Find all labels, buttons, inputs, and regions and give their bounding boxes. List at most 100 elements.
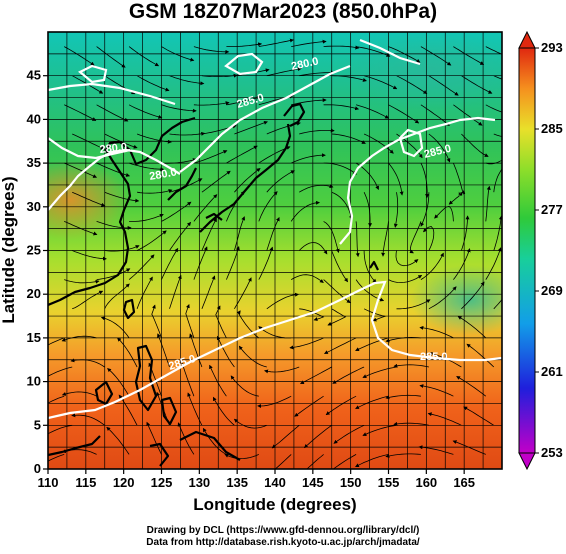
figure-title: GSM 18Z07Mar2023 (850.0hPa) bbox=[128, 0, 438, 23]
streamline bbox=[385, 453, 421, 458]
streamline bbox=[226, 95, 262, 106]
contour-label: 280.0 bbox=[290, 55, 319, 72]
streamline bbox=[161, 104, 197, 113]
streamline bbox=[331, 191, 353, 220]
y-tick-label: 25 bbox=[27, 243, 41, 258]
streamline bbox=[461, 215, 470, 251]
x-tick-label: 115 bbox=[75, 475, 96, 490]
contour-label: 280.0 bbox=[99, 141, 128, 156]
credits-line-1: Drawing by DCL (https://www.gfd-dennou.o… bbox=[146, 525, 420, 536]
streamline bbox=[485, 159, 502, 165]
streamline bbox=[169, 131, 206, 136]
streamline bbox=[161, 46, 195, 62]
streamline bbox=[258, 38, 294, 47]
streamline bbox=[393, 363, 429, 368]
streamline bbox=[72, 250, 107, 261]
colorbar-top-arrow bbox=[518, 30, 536, 49]
streamline bbox=[266, 292, 300, 310]
streamline bbox=[104, 191, 140, 203]
contour-label: 280.0 bbox=[148, 166, 177, 183]
wind-streamlines bbox=[48, 38, 502, 469]
streamline bbox=[323, 104, 360, 111]
streamline bbox=[201, 275, 216, 309]
streamline bbox=[202, 427, 227, 455]
streamline bbox=[151, 304, 162, 339]
y-axis-ticks: 0 5 10 15 20 25 30 35 40 45 bbox=[27, 68, 48, 476]
streamline bbox=[161, 247, 179, 280]
streamline bbox=[304, 424, 332, 449]
contour-lines bbox=[48, 38, 502, 420]
streamline bbox=[388, 162, 404, 196]
streamline bbox=[485, 185, 491, 222]
colorbar-tick-label: 293 bbox=[541, 40, 563, 55]
streamline bbox=[209, 364, 227, 397]
streamline bbox=[355, 337, 389, 351]
streamline bbox=[299, 308, 325, 321]
streamline bbox=[215, 305, 227, 339]
streamline bbox=[362, 366, 397, 378]
streamline bbox=[332, 366, 365, 384]
streamline bbox=[118, 394, 138, 426]
streamline bbox=[323, 45, 360, 50]
streamline bbox=[128, 46, 160, 67]
streamline bbox=[419, 325, 454, 339]
streamline bbox=[291, 98, 327, 106]
streamline bbox=[128, 162, 165, 172]
streamline bbox=[181, 362, 195, 397]
streamline bbox=[96, 221, 132, 230]
streamline bbox=[100, 316, 130, 339]
streamline bbox=[129, 213, 164, 222]
streamline bbox=[61, 391, 97, 397]
streamline bbox=[420, 104, 450, 127]
streamline bbox=[48, 454, 65, 462]
streamline bbox=[212, 396, 235, 426]
y-tick-label: 20 bbox=[27, 286, 41, 301]
x-tick-label: 120 bbox=[113, 475, 135, 490]
streamline bbox=[396, 299, 431, 310]
streamline bbox=[327, 308, 347, 326]
streamline bbox=[452, 440, 486, 455]
streamline bbox=[48, 424, 73, 435]
streamline bbox=[266, 216, 280, 251]
y-tick-label: 40 bbox=[27, 111, 41, 126]
streamline bbox=[299, 70, 335, 77]
streamline bbox=[226, 145, 258, 164]
colorbar-bottom-arrow bbox=[518, 452, 536, 471]
streamline bbox=[169, 221, 192, 251]
streamline bbox=[258, 191, 278, 222]
credits: Drawing by DCL (https://www.gfd-dennou.o… bbox=[0, 525, 566, 549]
streamline bbox=[48, 366, 73, 377]
x-axis-ticks: 110 115 120 125 130 135 140 145 150 155 160 165 bbox=[38, 469, 475, 490]
streamline bbox=[395, 250, 419, 267]
streamline bbox=[294, 395, 324, 417]
streamline bbox=[299, 184, 334, 193]
y-tick-label: 10 bbox=[27, 374, 41, 389]
streamline bbox=[169, 75, 205, 86]
streamline bbox=[136, 276, 153, 309]
streamline bbox=[291, 274, 324, 284]
x-axis-title: Longitude (degrees) bbox=[193, 495, 356, 514]
streamline bbox=[193, 246, 208, 280]
streamline bbox=[193, 101, 230, 106]
streamline bbox=[493, 168, 502, 193]
streamline bbox=[61, 335, 97, 342]
streamline bbox=[96, 46, 126, 68]
streamline bbox=[393, 192, 399, 228]
streamline bbox=[291, 39, 327, 47]
streamline bbox=[453, 46, 485, 65]
streamline bbox=[493, 298, 502, 310]
streamline bbox=[393, 421, 429, 426]
streamline bbox=[193, 194, 218, 222]
streamline bbox=[493, 215, 502, 251]
y-tick-label: 0 bbox=[34, 461, 41, 476]
x-tick-label: 165 bbox=[453, 475, 475, 490]
streamline bbox=[456, 376, 487, 397]
streamline bbox=[333, 424, 365, 444]
streamline bbox=[230, 375, 259, 397]
streamline bbox=[323, 221, 340, 253]
streamline bbox=[418, 445, 454, 455]
streamline bbox=[355, 104, 390, 119]
streamline bbox=[291, 153, 326, 164]
streamline bbox=[233, 418, 267, 429]
